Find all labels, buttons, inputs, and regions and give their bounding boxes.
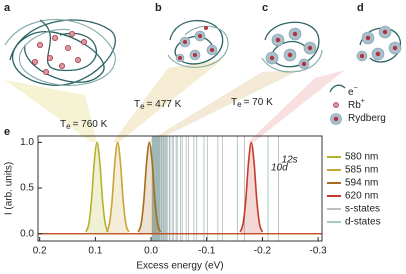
temperature-value: = 477 K: [147, 99, 182, 110]
state-annotation: 10d: [271, 163, 288, 174]
legend-label: d-states: [345, 217, 381, 228]
electron-icon: [329, 84, 346, 93]
line: [85, 141, 109, 233]
light-cone: [5, 80, 97, 142]
particle-name: Rb: [348, 100, 361, 111]
y-tick-label: 0.0: [20, 228, 34, 239]
panel-label: c: [262, 2, 268, 14]
temperature-subscript: e: [237, 100, 242, 109]
line: [239, 141, 264, 233]
ion-icon: [333, 102, 339, 108]
plot-frame: [37, 135, 323, 242]
legend-label: s-states: [345, 204, 380, 215]
temperature-value: = 760 K: [73, 119, 108, 130]
temperature-symbol: T: [231, 97, 237, 108]
particle-name: Rydberg: [348, 113, 386, 124]
y-axis-label: I (arb. units): [4, 162, 15, 215]
x-tick-label: 0.0: [144, 246, 158, 257]
temperature-symbol: T: [134, 99, 140, 110]
particle-charge: −: [354, 85, 358, 92]
plasma-illustration-a: [4, 19, 116, 86]
legend-label: 594 nm: [345, 178, 378, 189]
temperature-subscript: e: [66, 122, 71, 131]
x-tick-label: -0.2: [254, 246, 272, 257]
particle-legend-label: e−: [348, 85, 358, 98]
panel-label: b: [155, 2, 162, 14]
particle-legend-label: Rydberg: [348, 113, 386, 124]
particle-charge: +: [361, 98, 365, 105]
particle-name: e: [348, 87, 354, 98]
line: [137, 141, 162, 233]
temperature-symbol: T: [60, 119, 66, 130]
panel-label: e: [4, 126, 10, 138]
x-tick-label: -0.3: [309, 246, 327, 257]
rydberg-icon-core: [333, 116, 339, 122]
x-tick-label: 0.2: [33, 246, 47, 257]
temperature-subscript: e: [140, 102, 145, 111]
light-cone: [113, 60, 222, 142]
plasma-illustration-d: [329, 25, 402, 125]
plasma-illustration-b: [167, 19, 229, 68]
state-annotation: 12s: [282, 155, 298, 166]
light-cone: [147, 70, 300, 142]
y-tick-label: 1.0: [20, 137, 34, 148]
temperature-value: = 70 K: [244, 97, 274, 108]
area: [138, 142, 161, 234]
legend-label: 580 nm: [345, 152, 378, 163]
particle-legend-label: Rb+: [348, 98, 365, 111]
temperature-label: Te = 477 K: [134, 99, 182, 111]
temperature-label: Te = 70 K: [231, 97, 273, 109]
legend-label: 585 nm: [345, 165, 378, 176]
temperature-label: Te = 760 K: [60, 119, 108, 131]
plasma-illustration-c: [261, 21, 323, 73]
line: [105, 141, 130, 233]
x-axis-label: Excess energy (eV): [136, 261, 223, 272]
legend-label: 620 nm: [345, 191, 378, 202]
area: [240, 142, 263, 234]
area: [85, 142, 109, 234]
y-tick-label: 0.5: [20, 183, 34, 194]
x-tick-label: 0.1: [88, 246, 102, 257]
panel-label: d: [357, 2, 364, 14]
x-tick-label: -0.1: [198, 246, 216, 257]
light-cone: [248, 70, 345, 142]
area: [106, 142, 129, 234]
panel-label: a: [4, 2, 11, 14]
